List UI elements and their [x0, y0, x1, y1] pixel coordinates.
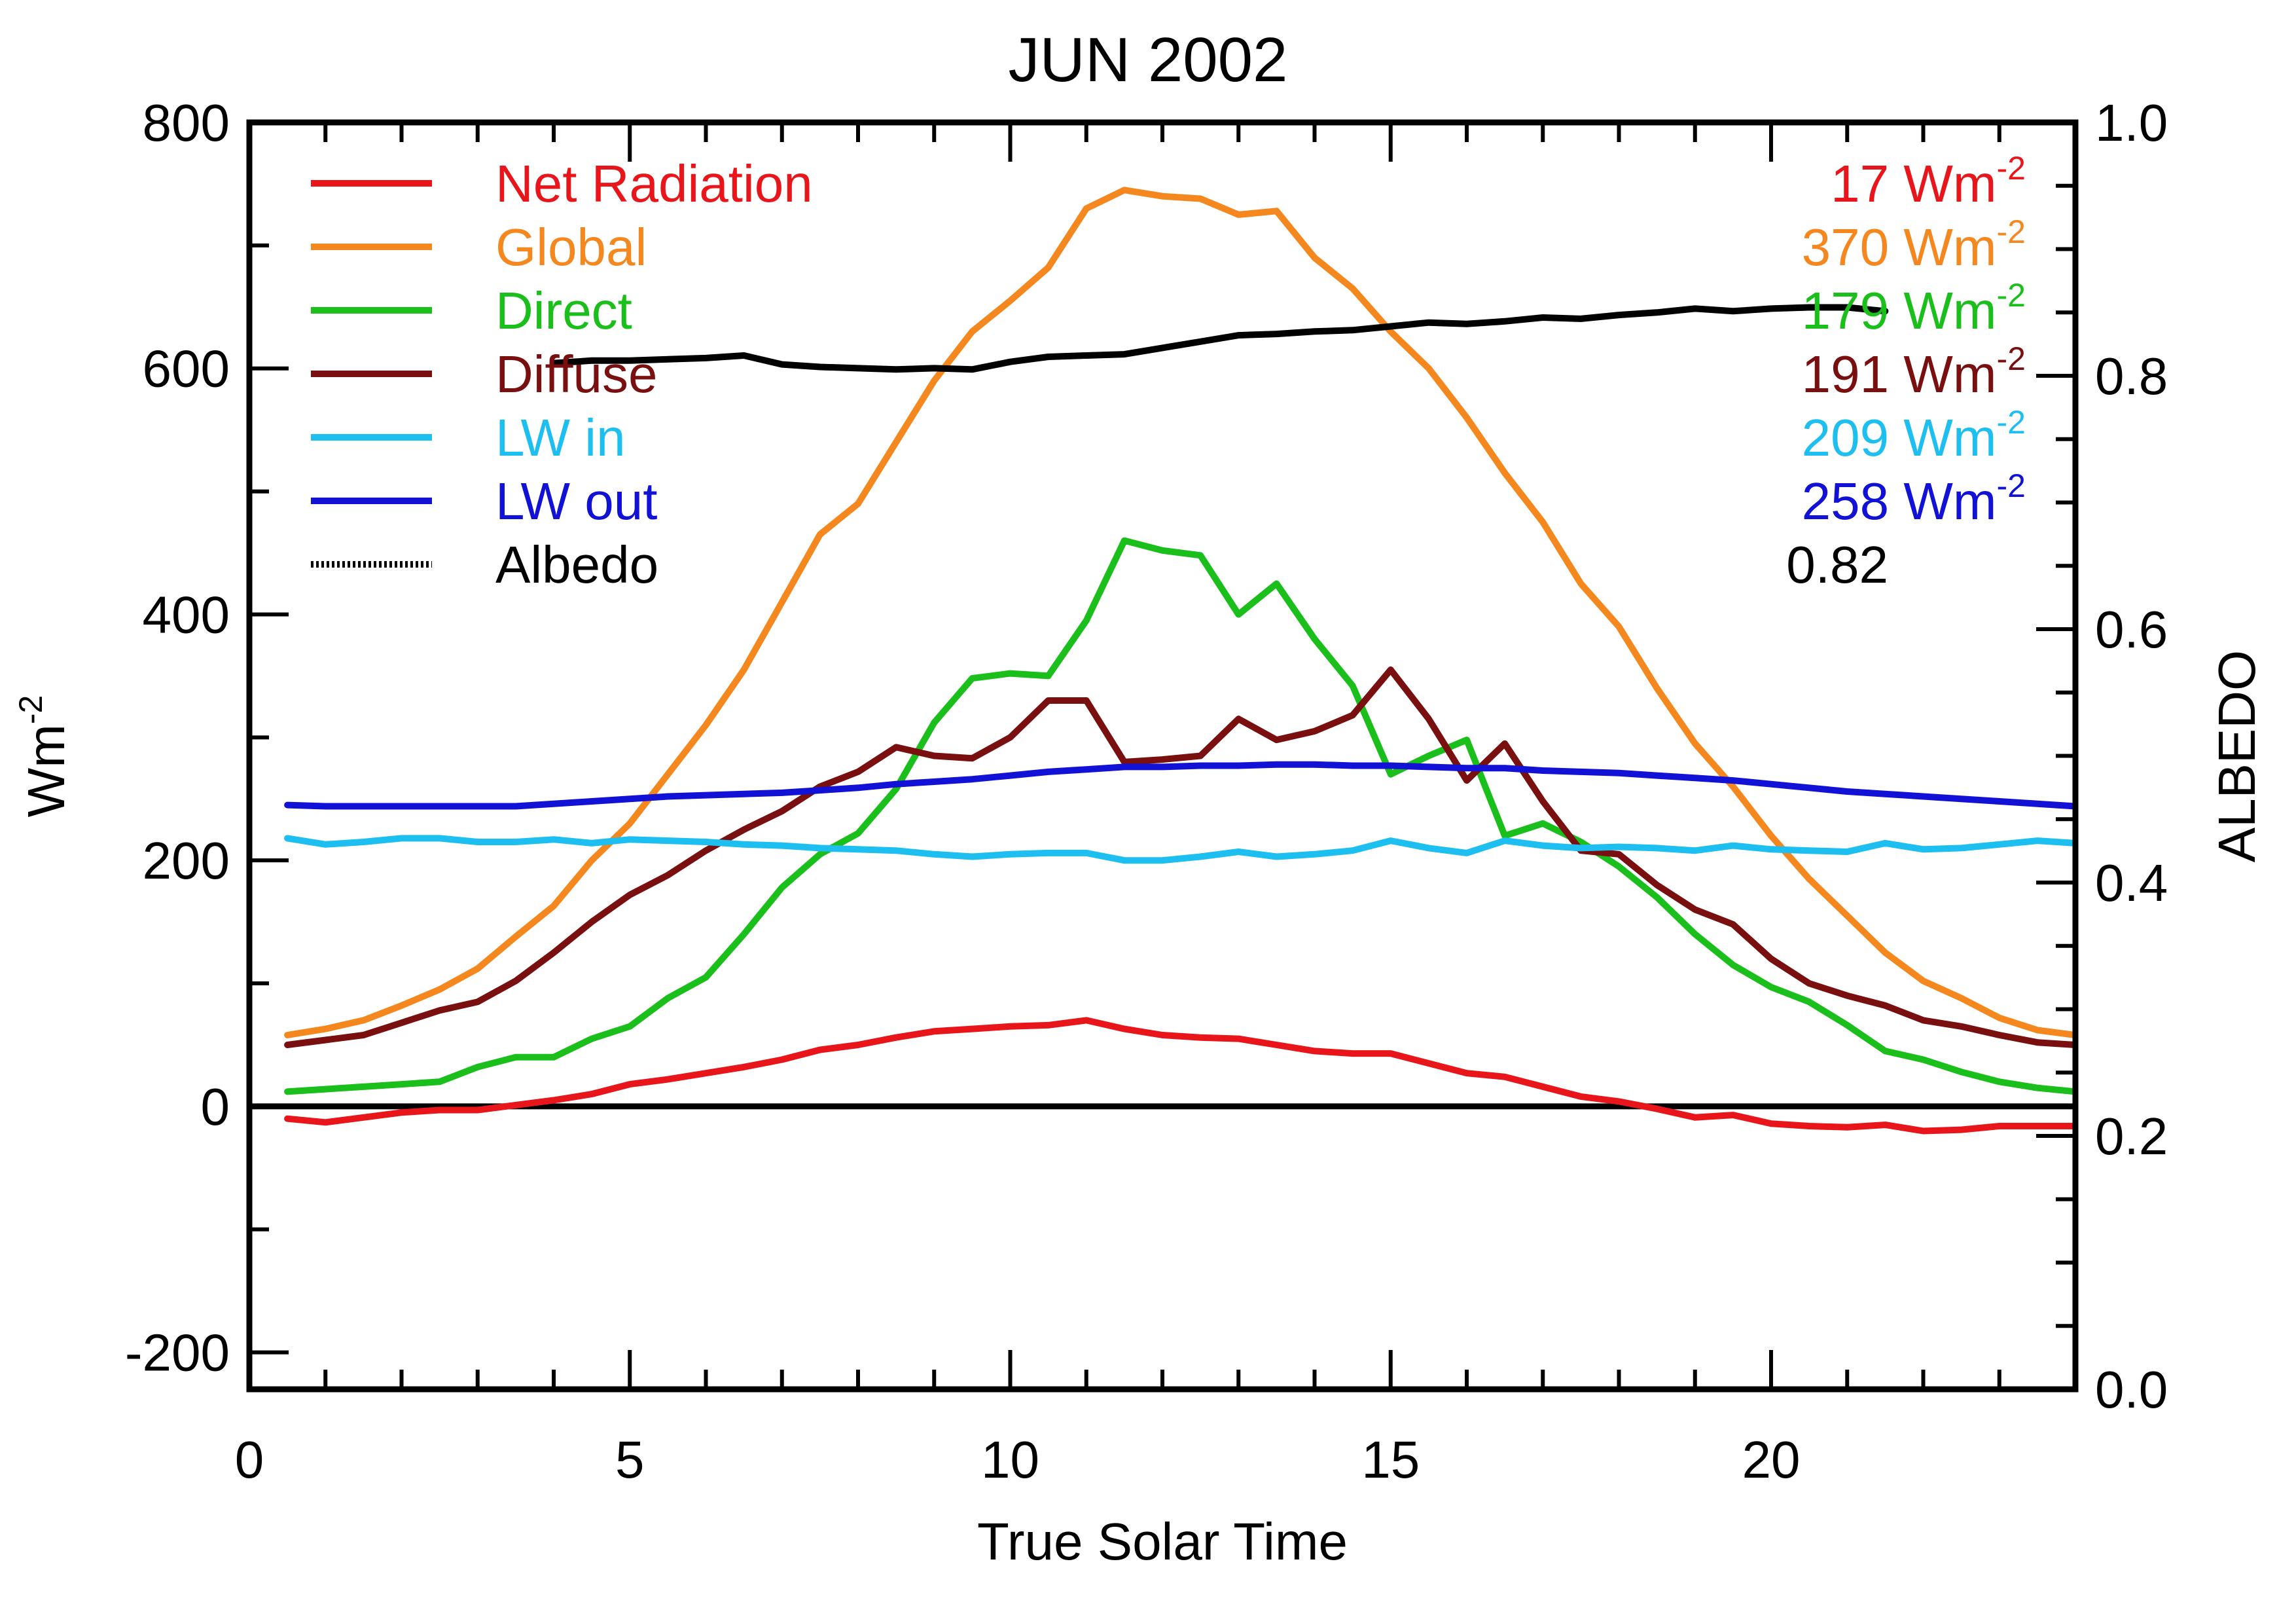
x-axis-label: True Solar Time	[977, 1512, 1348, 1571]
legend-label: LW in	[495, 409, 626, 467]
legend-label: Albedo	[495, 536, 658, 594]
legend-value-main: 370 Wm	[1802, 218, 1997, 276]
y2-axis-label: ALBEDO	[2208, 650, 2266, 863]
legend-value: 370 Wm-2	[1802, 213, 2026, 276]
x-tick-label: 0	[235, 1431, 264, 1489]
legend-value-sup: -2	[1997, 277, 2026, 314]
y-tick-label: 800	[143, 94, 230, 152]
legend-value: 0.82	[1786, 536, 1888, 594]
legend-value: 17 Wm-2	[1831, 150, 2026, 213]
legend-value-main: 17 Wm	[1831, 155, 1996, 213]
series-lines	[284, 187, 2075, 1135]
legend-item-diffuse: Diffuse 191 Wm-2	[311, 340, 2026, 403]
chart-title: JUN 2002	[1009, 25, 1288, 95]
legend-value-main: 191 Wm	[1802, 345, 1997, 403]
plot-area	[249, 187, 2075, 1135]
x-tick-label: 20	[1742, 1431, 1801, 1489]
legend-value: 191 Wm-2	[1802, 340, 2026, 403]
y-tick-label: 400	[143, 585, 230, 644]
legend-value-main: 0.82	[1786, 536, 1888, 594]
legend-value-sup: -2	[1997, 404, 2026, 441]
legend-label: LW out	[495, 472, 658, 530]
y-axis-label: Wm-2	[12, 695, 75, 818]
legend-item-global: Global 370 Wm-2	[311, 213, 2026, 276]
legend-value-main: 258 Wm	[1802, 472, 1997, 530]
y-axis-label-main: Wm	[17, 724, 75, 817]
series-line-direct	[284, 537, 2075, 1095]
y2-tick-label: 0.4	[2095, 854, 2168, 912]
axis-tick-labels: 0 5 10 15 20-20002004006008000.00.20.40.60.8…	[125, 94, 2168, 1489]
x-tick-label: 5	[615, 1431, 645, 1489]
legend-item-net-radiation: Net Radiation 17 Wm-2	[311, 150, 2026, 213]
legend-value-sup: -2	[1997, 213, 2026, 250]
y2-tick-label: 1.0	[2095, 94, 2168, 152]
series-line-lw-out	[284, 761, 2075, 810]
series-line-net-radiation	[284, 1017, 2075, 1135]
legend-value: 209 Wm-2	[1802, 404, 2026, 467]
series-line-lw-in	[284, 835, 2075, 864]
legend-label: Net Radiation	[495, 155, 813, 213]
series-line-diffuse	[284, 666, 2075, 1048]
x-tick-label: 15	[1361, 1431, 1420, 1489]
y-axis-label-sup: -2	[12, 695, 49, 724]
y-tick-label: 200	[143, 831, 230, 890]
legend-value: 179 Wm-2	[1802, 277, 2026, 340]
legend-value-sup: -2	[1997, 340, 2026, 377]
y2-tick-label: 0.2	[2095, 1107, 2168, 1165]
legend-value: 258 Wm-2	[1802, 467, 2026, 530]
y-tick-label: -200	[125, 1324, 230, 1382]
legend-item-lw-out: LW out 258 Wm-2	[311, 467, 2026, 530]
legend-item-direct: Direct 179 Wm-2	[311, 277, 2026, 340]
legend-label: Global	[495, 218, 647, 276]
series-line-albedo	[550, 304, 1889, 373]
legend-value-main: 209 Wm	[1802, 409, 1997, 467]
x-tick-label: 10	[981, 1431, 1039, 1489]
legend-item-albedo: Albedo 0.82	[311, 536, 1888, 594]
legend-label: Diffuse	[495, 345, 658, 403]
y-tick-label: 600	[143, 340, 230, 398]
axis-ticks	[247, 120, 2077, 1391]
legend-label: Direct	[495, 282, 632, 340]
legend-value-sup: -2	[1997, 150, 2026, 187]
series-line-global	[284, 187, 2075, 1038]
legend-item-lw-in: LW in 209 Wm-2	[311, 404, 2026, 467]
legend-value-main: 179 Wm	[1802, 282, 1997, 340]
y2-tick-label: 0.0	[2095, 1360, 2168, 1419]
legend-value-sup: -2	[1997, 467, 2026, 504]
y-tick-label: 0	[201, 1078, 230, 1136]
y2-tick-label: 0.8	[2095, 347, 2168, 405]
y2-tick-label: 0.6	[2095, 600, 2168, 659]
